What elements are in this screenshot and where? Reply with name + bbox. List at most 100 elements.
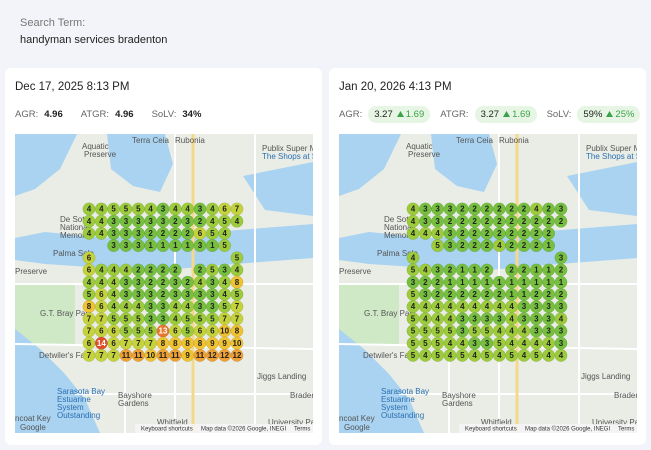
map-label: Memorial — [384, 231, 417, 240]
rank-value: 2 — [173, 266, 178, 275]
rank-value: 3 — [423, 290, 428, 299]
rank-value: 2 — [497, 217, 502, 226]
rank-value: 2 — [509, 217, 514, 226]
rank-value: 5 — [485, 351, 490, 360]
rank-value: 5 — [411, 266, 416, 275]
rank-value: 2 — [161, 266, 166, 275]
rank-value: 3 — [136, 278, 141, 287]
rank-value: 2 — [509, 266, 514, 275]
rank-value: 4 — [448, 351, 453, 360]
rank-value: 3 — [559, 327, 564, 336]
up-arrow-shape — [396, 111, 404, 117]
rank-value: 4 — [222, 290, 227, 299]
up-arrow-shape — [503, 111, 511, 117]
rank-value: 4 — [136, 302, 141, 311]
map-footer-text: Map data ©2026 Google, INEGI — [525, 426, 610, 433]
rank-value: 7 — [222, 314, 227, 323]
rank-value: 2 — [485, 229, 490, 238]
rank-value: 2 — [522, 205, 527, 214]
rank-value: 3 — [136, 290, 141, 299]
rank-value: 4 — [99, 205, 104, 214]
rank-value: 3 — [161, 217, 166, 226]
rank-value: 7 — [87, 327, 92, 336]
rank-value: 2 — [460, 205, 465, 214]
rank-value: 5 — [222, 217, 227, 226]
rank-value: 5 — [534, 351, 539, 360]
rank-value: 4 — [497, 351, 502, 360]
rank-value: 4 — [87, 278, 92, 287]
rank-value: 4 — [111, 278, 116, 287]
rank-value: 2 — [509, 205, 514, 214]
rank-value: 3 — [136, 241, 141, 250]
rank-value: 4 — [222, 229, 227, 238]
rank-value: 5 — [485, 327, 490, 336]
rank-value: 2 — [472, 290, 477, 299]
rank-value: 4 — [99, 229, 104, 238]
rank-value: 3 — [472, 339, 477, 348]
rank-value: 2 — [198, 266, 203, 275]
rank-value: 1 — [546, 241, 551, 250]
rank-value: 3 — [559, 253, 564, 262]
rank-value: 8 — [87, 302, 92, 311]
rank-value: 4 — [210, 217, 215, 226]
rank-value: 6 — [111, 327, 116, 336]
rank-value: 3 — [534, 302, 539, 311]
rank-value: 5 — [472, 327, 477, 336]
map-label: Publix Super M — [262, 144, 313, 153]
rank-value: 3 — [448, 205, 453, 214]
rank-value: 3 — [124, 278, 129, 287]
rank-value: 4 — [497, 327, 502, 336]
rank-value: 5 — [235, 290, 240, 299]
rank-value: 3 — [472, 314, 477, 323]
rank-value: 3 — [448, 241, 453, 250]
metric-label: SoLV: — [151, 108, 177, 120]
rank-value: 3 — [534, 327, 539, 336]
rank-value: 10 — [220, 327, 229, 336]
rank-value: 2 — [485, 241, 490, 250]
rank-value: 4 — [411, 229, 416, 238]
rank-value: 5 — [136, 205, 141, 214]
rank-value: 2 — [509, 241, 514, 250]
rank-value: 4 — [173, 302, 178, 311]
rank-value: 3 — [198, 302, 203, 311]
rank-value: 4 — [546, 351, 551, 360]
map-label: Terra Ceia — [456, 136, 493, 145]
rank-value: 2 — [534, 229, 539, 238]
rank-value: 6 — [99, 302, 104, 311]
rank-value: 4 — [509, 302, 514, 311]
rank-value: 4 — [411, 217, 416, 226]
rank-value: 2 — [448, 290, 453, 299]
rank-value: 4 — [87, 217, 92, 226]
rank-value: 2 — [148, 229, 153, 238]
rank-value: 3 — [559, 302, 564, 311]
rank-value: 1 — [485, 278, 490, 287]
rank-value: 4 — [435, 229, 440, 238]
rank-value: 3 — [497, 314, 502, 323]
rank-value: 6 — [99, 327, 104, 336]
rank-value: 2 — [161, 290, 166, 299]
rank-value: 8 — [173, 339, 178, 348]
map-label: De Soto — [60, 215, 89, 224]
rank-value: 7 — [124, 339, 129, 348]
rank-value: 4 — [485, 302, 490, 311]
map-label: National — [60, 223, 90, 232]
rank-value: 4 — [124, 302, 129, 311]
rank-value: 3 — [124, 290, 129, 299]
map-label: Preserve — [408, 150, 441, 159]
rank-value: 2 — [472, 205, 477, 214]
rank-value: 2 — [173, 229, 178, 238]
rank-value: 3 — [148, 302, 153, 311]
rank-value: 4 — [173, 314, 178, 323]
map-label: Estuarine — [381, 395, 415, 404]
rank-value: 4 — [559, 351, 564, 360]
rank-value: 2 — [522, 266, 527, 275]
rank-value: 4 — [546, 339, 551, 348]
rank-value: 5 — [411, 290, 416, 299]
map-label: De Soto — [384, 215, 413, 224]
rank-value: 7 — [111, 351, 116, 360]
rank-value: 3 — [161, 205, 166, 214]
search-term: handyman services bradenton — [20, 34, 168, 46]
